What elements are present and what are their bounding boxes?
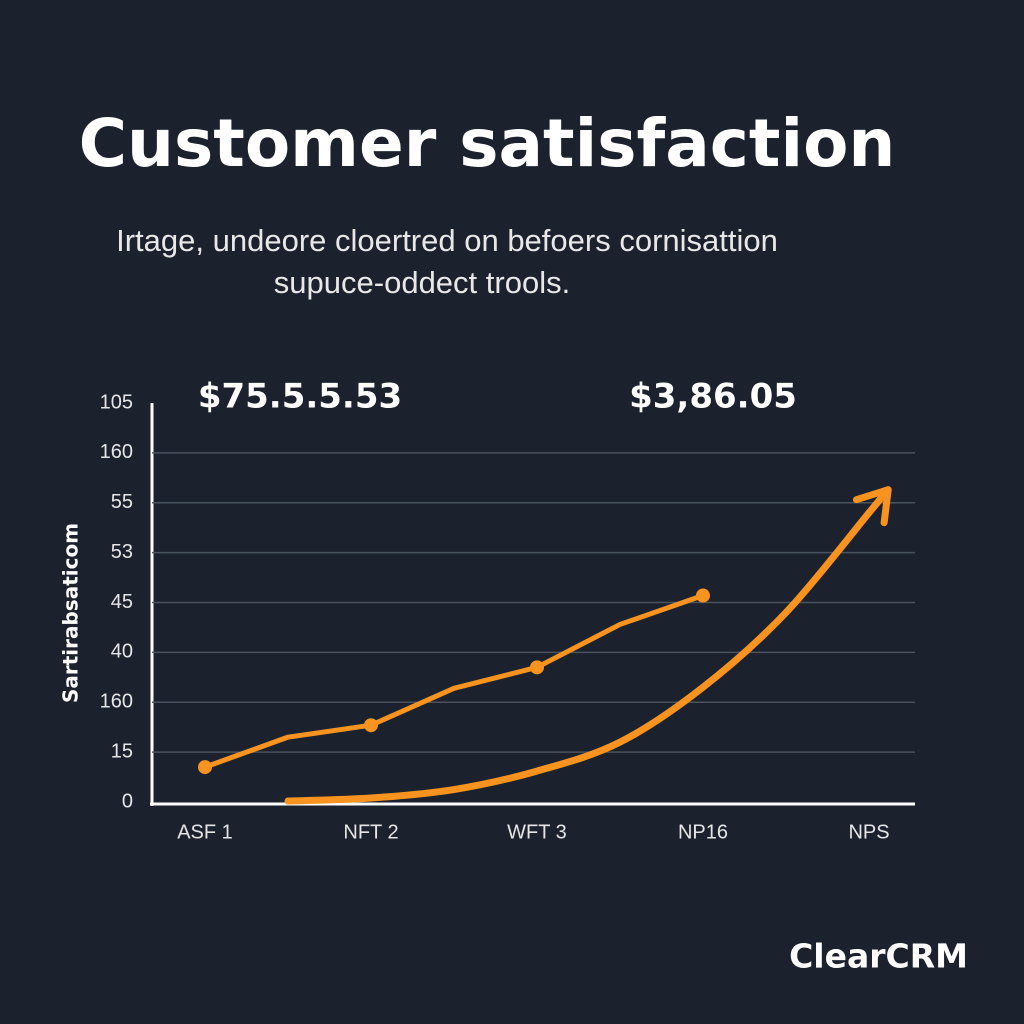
y-tick-label: 45 — [111, 591, 133, 613]
line — [284, 509, 873, 805]
subtitle: supuce-oddect trools. — [274, 265, 570, 300]
x-tick-label: NPS — [848, 821, 889, 843]
y-tick-label: 40 — [111, 641, 133, 663]
point — [364, 718, 378, 733]
y-tick-label: 160 — [100, 691, 133, 713]
x-tick-label: WFT 3 — [507, 821, 567, 843]
y-tick-label: 53 — [111, 541, 133, 563]
y-tick-label: 15 — [111, 740, 133, 762]
chart-title: Customer satisfaction — [79, 105, 896, 182]
y-tick-label: 0 — [122, 790, 133, 812]
y-axis-label: Sartirabsaticom — [59, 523, 83, 703]
x-tick-label: NP16 — [678, 821, 728, 843]
point — [198, 760, 212, 775]
annotation: $75.5.5.53 — [198, 377, 402, 417]
y-tick-label: 105 — [100, 391, 133, 413]
arrow-head — [852, 486, 892, 527]
brand: ClearCRM — [789, 937, 968, 976]
line — [202, 593, 706, 770]
x-tick-label: NFT 2 — [343, 821, 398, 843]
y-tick-label: 160 — [100, 441, 133, 463]
point — [530, 660, 544, 675]
point — [696, 588, 710, 603]
subtitle: Irtage, undeore cloertred on befoers cor… — [116, 223, 778, 258]
x-tick-label: ASF 1 — [177, 821, 233, 843]
annotation: $3,86.05 — [629, 377, 797, 417]
y-tick-label: 55 — [111, 491, 133, 513]
